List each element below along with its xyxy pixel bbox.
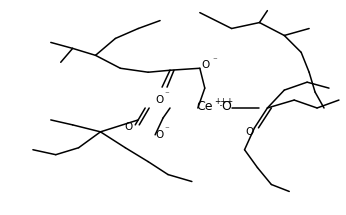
Text: O: O (155, 130, 163, 140)
Text: Ce: Ce (196, 100, 212, 112)
Text: ⁻: ⁻ (164, 91, 169, 100)
Text: ⁻: ⁻ (213, 56, 218, 65)
Text: O: O (202, 60, 210, 70)
Text: ·O: ·O (219, 100, 233, 112)
Text: O: O (245, 127, 254, 137)
Text: ⁻: ⁻ (164, 125, 169, 134)
Text: O: O (124, 122, 133, 132)
Text: +++: +++ (214, 97, 233, 106)
Text: O: O (155, 95, 163, 105)
